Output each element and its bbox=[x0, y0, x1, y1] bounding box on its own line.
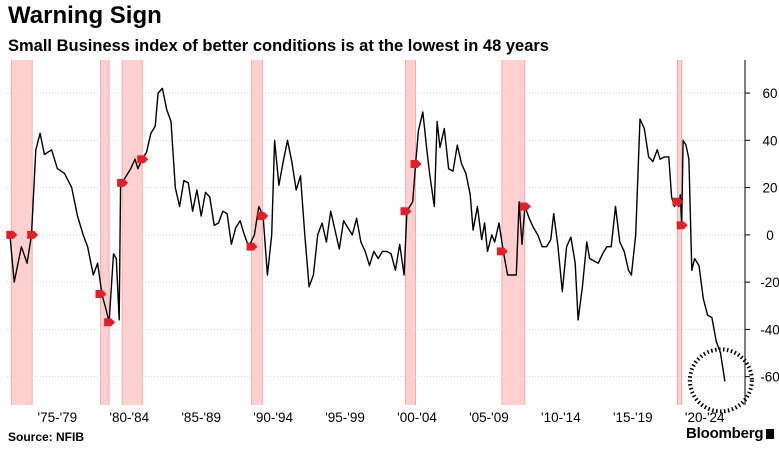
brand-name: Bloomberg bbox=[686, 425, 764, 442]
x-tick-label: '20-'24 bbox=[685, 410, 725, 425]
x-tick-label: '85-'89 bbox=[181, 410, 221, 425]
x-tick-label: '05-'09 bbox=[469, 410, 509, 425]
y-tick-label: 60 bbox=[762, 86, 777, 101]
recession-bands bbox=[10, 60, 683, 405]
recession-marker bbox=[496, 247, 508, 256]
recession-markers bbox=[6, 155, 688, 327]
recession-band bbox=[501, 60, 525, 405]
recession-marker bbox=[410, 159, 422, 168]
logo-mark-icon bbox=[766, 429, 775, 439]
y-axis: -60 -40 -20 0 20 40 60 bbox=[744, 60, 779, 405]
x-tick-label: '15-'19 bbox=[613, 410, 653, 425]
recession-band bbox=[251, 60, 263, 405]
chart-title: Warning Sign bbox=[8, 2, 162, 29]
latest-value-highlight bbox=[687, 347, 754, 414]
recession-marker bbox=[95, 289, 107, 298]
highlight-ring bbox=[687, 347, 754, 414]
recession-marker bbox=[676, 221, 688, 230]
source-note: Source: NFIB bbox=[8, 430, 85, 444]
recession-band bbox=[122, 60, 143, 405]
recession-band bbox=[677, 60, 682, 405]
recession-band bbox=[405, 60, 416, 405]
chart-subtitle: Small Business index of better condition… bbox=[8, 37, 549, 55]
y-tick-label: 40 bbox=[762, 133, 777, 148]
recession-marker bbox=[519, 202, 531, 211]
y-tick-label: 0 bbox=[766, 228, 774, 243]
bloomberg-logo: Bloomberg bbox=[686, 425, 775, 442]
x-tick-label: '10-'14 bbox=[541, 410, 581, 425]
recession-marker bbox=[6, 230, 18, 239]
x-tick-label: '95-'99 bbox=[325, 410, 365, 425]
recession-marker bbox=[257, 211, 269, 220]
x-axis-labels: '75-'79 '80-'84 '85-'89 '90-'94 '95-'99 '00-'… bbox=[38, 410, 726, 425]
recession-band bbox=[100, 60, 110, 405]
y-tick-label: -20 bbox=[760, 275, 779, 290]
x-tick-label: '00-'04 bbox=[397, 410, 437, 425]
x-tick-label: '80-'84 bbox=[109, 410, 149, 425]
y-tick-label: 20 bbox=[762, 181, 777, 196]
recession-band bbox=[11, 60, 33, 405]
recession-marker bbox=[400, 207, 412, 216]
y-tick-label: -40 bbox=[760, 322, 779, 337]
recession-marker bbox=[27, 230, 39, 239]
recession-marker bbox=[137, 155, 149, 164]
recession-marker bbox=[104, 318, 116, 327]
recession-marker bbox=[117, 178, 129, 187]
y-tick-label: -60 bbox=[760, 370, 779, 385]
recession-marker bbox=[246, 242, 258, 251]
recession-marker bbox=[672, 197, 684, 206]
x-tick-label: '90-'94 bbox=[253, 410, 293, 425]
gridlines bbox=[7, 92, 745, 378]
x-tick-label: '75-'79 bbox=[38, 410, 78, 425]
